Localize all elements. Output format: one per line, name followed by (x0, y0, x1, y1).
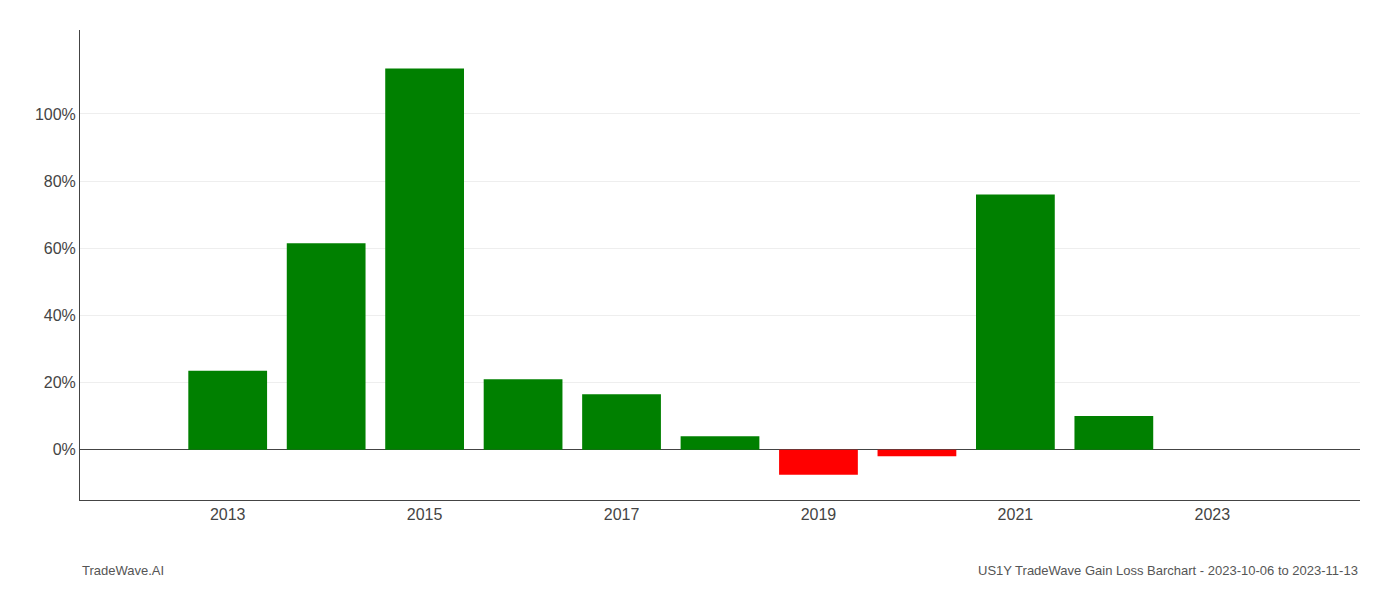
svg-text:2019: 2019 (801, 506, 837, 523)
svg-text:TradeWave.AI: TradeWave.AI (82, 563, 164, 578)
svg-text:2021: 2021 (998, 506, 1034, 523)
svg-text:0%: 0% (53, 441, 76, 458)
svg-text:2013: 2013 (210, 506, 246, 523)
svg-text:20%: 20% (44, 374, 76, 391)
svg-text:2023: 2023 (1195, 506, 1231, 523)
svg-text:100%: 100% (35, 106, 76, 123)
svg-text:40%: 40% (44, 307, 76, 324)
svg-text:60%: 60% (44, 240, 76, 257)
svg-text:US1Y TradeWave Gain Loss Barch: US1Y TradeWave Gain Loss Barchart - 2023… (978, 563, 1358, 578)
svg-text:2015: 2015 (407, 506, 443, 523)
svg-text:80%: 80% (44, 173, 76, 190)
svg-text:2017: 2017 (604, 506, 640, 523)
